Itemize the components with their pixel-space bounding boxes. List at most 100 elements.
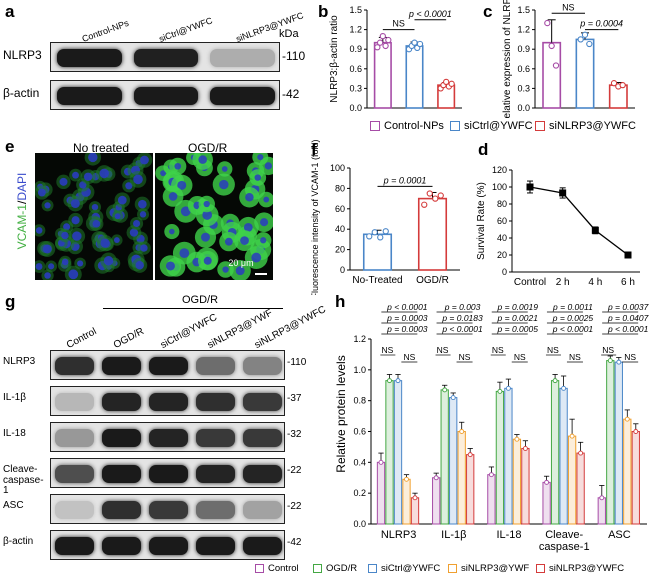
blot-strip <box>50 350 285 380</box>
bar <box>614 361 623 525</box>
bar <box>385 380 394 525</box>
p-value-label: p = 0.0183 <box>441 313 483 323</box>
blot-strip <box>50 494 285 524</box>
blot-strip <box>50 386 285 416</box>
significance-label: p < 0.0001 <box>408 9 452 19</box>
nucleus <box>202 210 213 220</box>
y-tick-label: 0.9 <box>349 44 362 54</box>
nucleus <box>35 263 43 270</box>
bar <box>542 41 562 109</box>
p-value-label: p = 0.0037 <box>607 302 649 312</box>
bar <box>405 45 424 109</box>
microscopy-images: 20 μm <box>35 153 273 280</box>
blot-band <box>195 537 236 555</box>
data-point <box>385 36 392 44</box>
bar <box>402 478 411 525</box>
y-tick-label: 0.0 <box>517 103 530 113</box>
data-point <box>544 19 551 27</box>
data-point <box>395 378 401 384</box>
panel-label-c: c <box>483 2 493 21</box>
data-marker <box>526 183 534 191</box>
blot-band <box>195 393 236 411</box>
bar <box>521 447 530 525</box>
chart-c: Relative expression of NLRP3 0.0 0.3 0.6 0.9… <box>502 0 635 118</box>
y-tick-label: 100 <box>492 182 507 192</box>
blot-kda-tick: -22 <box>287 501 302 512</box>
data-point <box>599 495 605 501</box>
legend-item: siCtrl@YWFC <box>368 563 440 577</box>
blot-band <box>242 501 283 519</box>
ns-label: NS <box>403 352 415 362</box>
bar <box>432 477 441 525</box>
legend-item: Control-NPs <box>370 120 444 134</box>
data-point <box>421 201 428 208</box>
blot-strip <box>50 458 285 488</box>
blot-kda-tick: -32 <box>287 429 302 440</box>
data-point <box>442 387 448 393</box>
y-tick-label: 0.3 <box>349 83 362 93</box>
nucleus <box>100 238 110 248</box>
p-value-label: p = 0.0011 <box>552 302 593 312</box>
nucleus <box>221 166 228 172</box>
bar <box>576 452 585 525</box>
blot-band <box>242 429 283 447</box>
nucleus <box>135 261 144 270</box>
nucleus <box>114 213 121 220</box>
chart-h: Relative protein levels 0.0 0.2 0.4 0.6 0.8 1.… <box>335 302 649 553</box>
y-tick-label: 1.2 <box>353 334 366 344</box>
p-value-label: p = 0.0019 <box>497 302 539 312</box>
blot-band <box>54 537 95 555</box>
stain-dapi-label: DAPI <box>15 172 29 201</box>
x-tick-label: 2 h <box>556 277 570 288</box>
legend-item: Control <box>255 563 299 577</box>
p-value-label: p = 0.0003 <box>386 324 428 334</box>
p-value-label: p = 0.0025 <box>552 313 594 323</box>
blot-band <box>101 393 142 411</box>
blot-row-label: NLRP3 <box>3 48 42 62</box>
nucleus <box>63 223 71 231</box>
y-axis-label: Survival Rate (%) <box>476 182 487 260</box>
legend-swatch <box>368 564 377 573</box>
blot-band <box>54 465 95 483</box>
nucleus <box>113 237 120 243</box>
blot-kda-tick: -42 <box>282 87 300 101</box>
legend-item: siNLRP3@YWFC <box>535 120 636 134</box>
data-point <box>467 452 473 458</box>
data-point <box>450 395 456 401</box>
blot-band <box>101 465 142 483</box>
nucleus <box>83 172 93 181</box>
y-tick-label: 0.3 <box>517 83 530 93</box>
nucleus <box>68 269 79 280</box>
p-value-label: p = 0.0407 <box>607 313 649 323</box>
ogdr-group-line <box>103 308 283 309</box>
legend-abc: Control-NPs siCtrl@YWFC siNLRP3@YWFC <box>370 120 650 136</box>
nucleus <box>129 228 139 237</box>
y-tick-label: 0.8 <box>353 396 366 406</box>
data-point <box>561 385 567 391</box>
y-axis-label: Fluorescence intensity of VCAM-1 (fold) <box>310 140 320 295</box>
x-tick-label: NLRP3 <box>381 529 416 541</box>
blot-kda-tick: -42 <box>287 537 302 548</box>
x-tick-label: caspase-1 <box>539 541 590 553</box>
legend-swatch <box>535 121 545 132</box>
blot-band <box>101 429 142 447</box>
legend-item: siNLRP3@YWFC <box>536 563 624 577</box>
significance-label: p = 0.0004 <box>579 19 623 29</box>
blot-band <box>148 501 189 519</box>
x-tick-label: IL-1β <box>441 529 466 541</box>
y-tick-label: 0.0 <box>349 103 362 113</box>
data-point <box>577 36 584 43</box>
x-tick-label: ASC <box>608 529 631 541</box>
data-point <box>387 378 392 384</box>
blot-strip <box>50 42 280 72</box>
data-point <box>416 40 424 48</box>
blot-band <box>54 393 95 411</box>
x-tick-label: OGD/R <box>416 275 449 286</box>
stain-vcam-label: VCAM-1 <box>15 204 29 250</box>
nucleus <box>198 155 207 164</box>
blot-band <box>242 465 283 483</box>
nucleus <box>138 199 147 209</box>
data-point <box>433 475 439 481</box>
legend-swatch <box>448 564 457 573</box>
nucleus <box>203 256 212 265</box>
